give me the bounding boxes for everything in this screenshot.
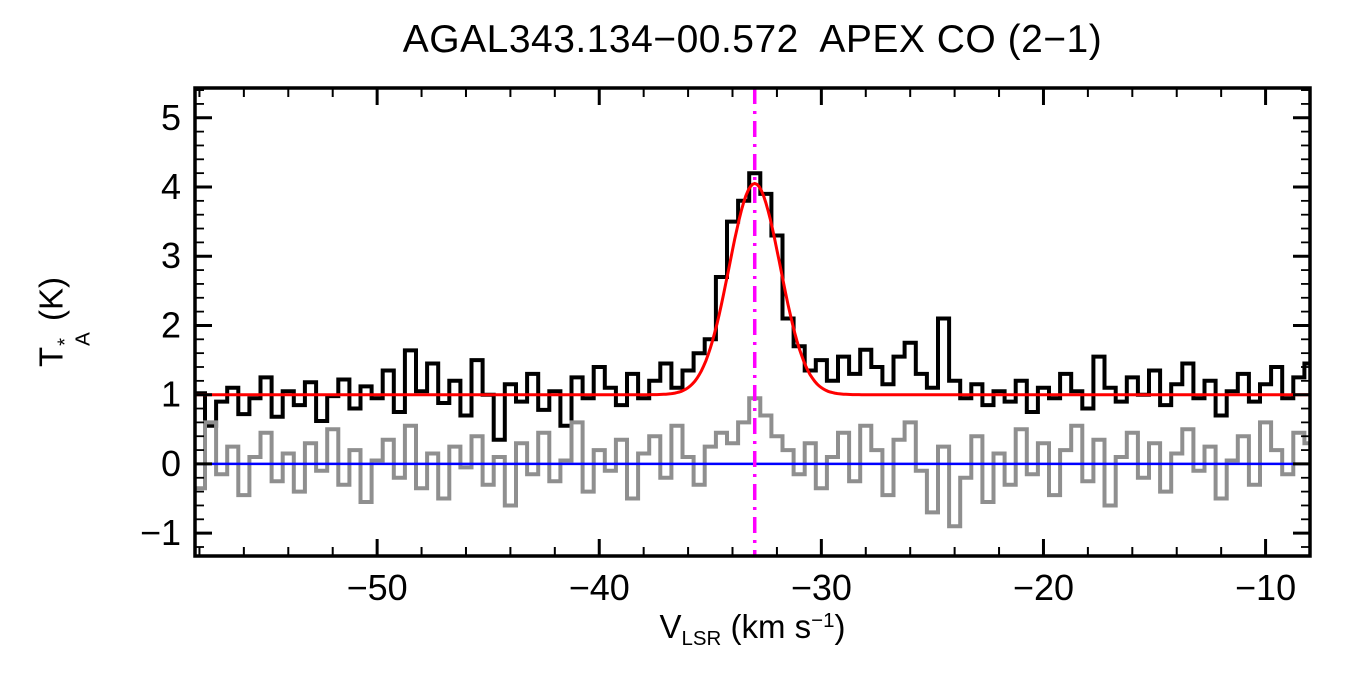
y-tick-label: −1 (140, 512, 181, 553)
y-tick-label: 4 (161, 166, 181, 207)
x-tick-label: −10 (1235, 567, 1296, 608)
x-label-sup: −1 (811, 608, 835, 632)
y-label-stack: * A (54, 332, 95, 346)
y-axis-label: T * A (K) (32, 277, 95, 367)
x-label-unit-suffix: ) (834, 608, 846, 645)
y-tick-label: 2 (161, 304, 181, 345)
y-label-sub: A (71, 332, 95, 346)
series-spectrum (195, 171, 1310, 442)
x-label-base: V (659, 608, 682, 645)
x-tick-label: −40 (569, 567, 630, 608)
x-tick-label: −20 (1013, 567, 1074, 608)
y-label-unit: (K) (32, 277, 70, 331)
x-label-unit-prefix: (km s (721, 608, 812, 645)
x-label-sub: LSR (681, 627, 722, 651)
series-gaussian_fit (195, 181, 1310, 397)
y-label-base: T (32, 346, 70, 367)
y-tick-label: 1 (161, 374, 181, 415)
y-tick-label: 3 (161, 235, 181, 276)
chart-title: AGAL343.134−00.572 APEX CO (2−1) (402, 18, 1103, 61)
y-tick-label: 0 (161, 443, 181, 484)
axes-frame (193, 86, 1312, 558)
x-tick-label: −50 (347, 567, 408, 608)
x-tick-label: −30 (791, 567, 852, 608)
y-tick-label: 5 (161, 97, 181, 138)
x-axis-label: VLSR (km s−1) (195, 608, 1310, 651)
